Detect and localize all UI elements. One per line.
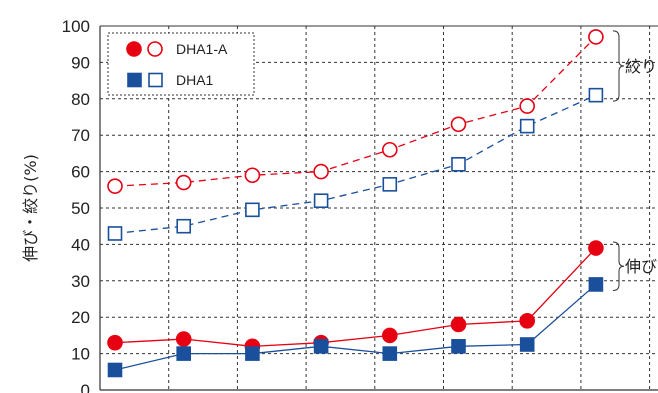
legend-marker-open	[148, 72, 163, 88]
y-tick-label: 80	[71, 90, 90, 109]
y-tick-label: 20	[71, 308, 90, 327]
data-point	[107, 362, 123, 378]
legend-label: DHA1	[176, 72, 214, 88]
legend-marker-filled	[126, 41, 142, 57]
series-line	[114, 247, 597, 347]
series-line	[114, 283, 597, 371]
data-point	[176, 346, 191, 361]
data-point	[107, 178, 123, 194]
data-point	[313, 339, 329, 354]
y-tick-label: 10	[71, 345, 90, 364]
data-point	[313, 193, 329, 209]
data-point	[107, 334, 123, 351]
series-group	[107, 29, 604, 378]
data-point	[450, 116, 467, 133]
legend: DHA1-A DHA1	[107, 32, 255, 96]
data-point	[382, 177, 398, 192]
legend-marker-open	[147, 41, 163, 57]
y-tick-label: 70	[71, 126, 90, 145]
y-tick-label: 0	[81, 381, 90, 393]
data-point	[107, 226, 123, 241]
data-point	[245, 202, 260, 218]
data-point	[313, 163, 329, 180]
data-point	[175, 331, 192, 347]
data-point	[381, 141, 398, 158]
annotation-brace	[612, 30, 625, 102]
y-tick-label: 30	[71, 272, 90, 291]
series-line	[114, 36, 597, 187]
data-point	[450, 316, 467, 333]
data-point	[176, 218, 191, 234]
y-axis-title: 伸び・絞り(%)	[21, 154, 40, 262]
y-tick-label: 50	[71, 199, 90, 218]
series-line	[114, 94, 597, 235]
y-tick-label: 60	[71, 163, 90, 182]
y-tick-label: 90	[71, 53, 90, 72]
data-point	[519, 118, 535, 134]
data-point	[588, 240, 604, 256]
data-point	[381, 327, 398, 344]
data-point	[519, 313, 536, 329]
data-point	[382, 346, 398, 361]
data-point	[519, 98, 536, 114]
data-point	[588, 29, 604, 45]
data-point	[451, 339, 466, 354]
axes: 0 10 20 30 40 50 60 70 80 90 100 伸び・絞り(%)	[21, 17, 658, 393]
data-point	[519, 337, 535, 352]
data-point	[175, 174, 192, 191]
legend-label: DHA1-A	[176, 41, 228, 57]
data-point	[588, 277, 604, 292]
data-point	[588, 87, 604, 103]
y-tick-label: 40	[71, 235, 90, 254]
annotation-label: 伸び	[625, 257, 657, 276]
annotation-brace	[612, 241, 625, 291]
annotation-label: 絞り	[625, 57, 657, 76]
data-point	[244, 167, 261, 184]
data-point	[451, 157, 466, 172]
y-tick-label: 100	[62, 17, 90, 36]
data-point	[245, 346, 260, 361]
legend-marker-filled	[127, 72, 142, 88]
